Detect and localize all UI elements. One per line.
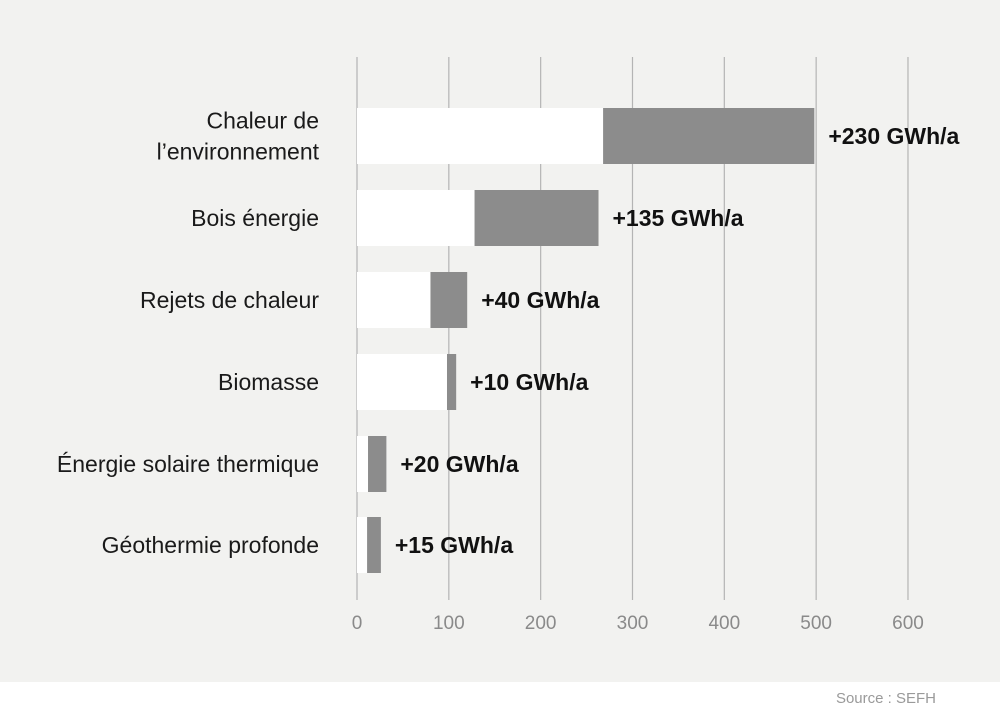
x-tick-label-500: 500 (800, 613, 832, 634)
bar-increase-0 (603, 108, 815, 164)
source-note: Source : SEFH (835, 690, 936, 707)
x-tick-label-300: 300 (617, 613, 649, 634)
data-label-0: +230 GWh/a (828, 123, 959, 149)
category-label-3: Biomasse (218, 369, 319, 395)
category-label-line: Géothermie profonde (102, 532, 319, 558)
category-label-line: l’environnement (157, 139, 320, 165)
category-label-line: Chaleur de (206, 108, 319, 134)
bar-chart: 0 100 200 300 400 500 600 +230 GWh/a Chaleur de l… (57, 57, 960, 634)
bar-increase-1 (474, 190, 599, 246)
data-label-1: +135 GWh/a (613, 205, 744, 231)
data-label-4: +20 GWh/a (400, 451, 518, 477)
category-label-line: Biomasse (218, 369, 319, 395)
category-label-2: Rejets de chaleur (140, 287, 319, 313)
category-label-0: Chaleur de l’environnement (157, 108, 320, 165)
data-label-5: +15 GWh/a (395, 532, 513, 558)
x-tick-label-0: 0 (352, 613, 363, 634)
category-label-line: Énergie solaire thermique (57, 451, 319, 477)
bar-increase-4 (368, 436, 387, 492)
data-label-2: +40 GWh/a (481, 287, 599, 313)
bar-base-5 (357, 517, 368, 573)
bar-increase-3 (446, 354, 457, 410)
bar-increase-5 (367, 517, 381, 573)
bar-base-2 (357, 272, 431, 328)
bar-base-1 (357, 190, 475, 246)
bar-base-3 (357, 354, 447, 410)
bar-increase-2 (430, 272, 468, 328)
category-label-5: Géothermie profonde (102, 532, 319, 558)
category-label-line: Rejets de chaleur (140, 287, 319, 313)
x-tick-label-100: 100 (433, 613, 465, 634)
data-label-3: +10 GWh/a (470, 369, 588, 395)
bar-base-4 (357, 436, 369, 492)
category-label-line: Bois énergie (191, 205, 319, 231)
category-label-4: Énergie solaire thermique (57, 451, 319, 477)
category-label-1: Bois énergie (191, 205, 319, 231)
x-tick-label-400: 400 (708, 613, 740, 634)
x-tick-label-200: 200 (525, 613, 557, 634)
x-tick-label-600: 600 (892, 613, 924, 634)
bar-base-0 (357, 108, 604, 164)
